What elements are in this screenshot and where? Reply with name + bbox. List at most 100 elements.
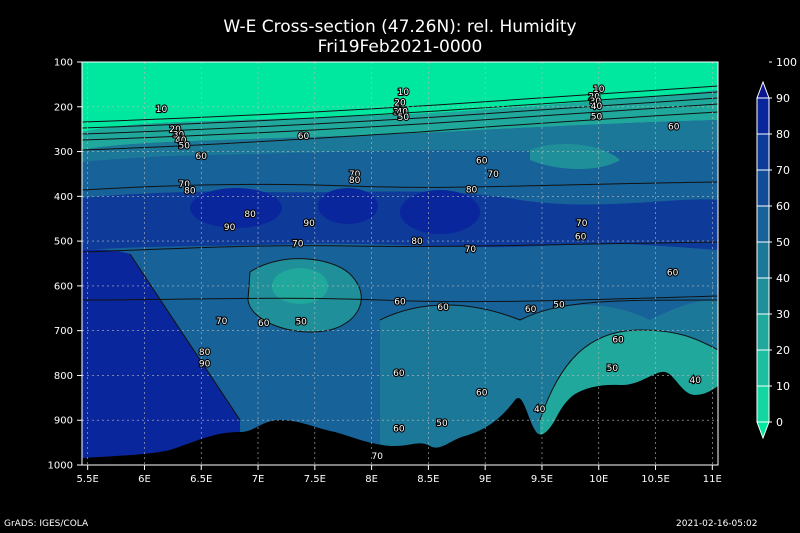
- x-axis: 5.5E 6E 6.5E 7E 7.5E 8E 8.5E 9E 9.5E 10E 10.5E 11E: [77, 465, 722, 485]
- colorbar-label: 100: [776, 56, 797, 69]
- contour-line: [82, 181, 718, 191]
- contour-label: 80: [244, 210, 256, 220]
- contour-line: [82, 91, 718, 129]
- contour-line: [82, 295, 718, 303]
- contour-label: 50: [553, 301, 565, 311]
- contour-label: 20: [394, 98, 406, 108]
- colorbar-label: 70: [776, 164, 790, 177]
- band-20-40: [82, 90, 718, 150]
- footer-left: GrADS: IGES/COLA: [4, 519, 89, 529]
- colorbar-label: 50: [776, 236, 790, 249]
- contour-line: [129, 253, 241, 421]
- contour-label: 80: [411, 237, 423, 247]
- footer-right: 2021-02-16-05:02: [676, 519, 758, 529]
- y-tick-label: 100: [54, 58, 73, 69]
- contour-label: 60: [298, 132, 310, 142]
- contour-label: 80: [199, 348, 211, 358]
- terrain: [82, 371, 718, 465]
- y-tick-label: 400: [54, 192, 73, 203]
- colorbar-label: 90: [776, 92, 790, 105]
- contour-label: 50: [295, 318, 307, 328]
- colorbar-segment: [756, 241, 770, 279]
- colorbar-segment: [756, 349, 770, 387]
- contour-line: [82, 241, 718, 253]
- contour-label: 60: [393, 369, 405, 379]
- contour-label: 70: [349, 170, 361, 180]
- contour-label: 60: [394, 298, 406, 308]
- contour-label: 50: [591, 113, 603, 123]
- contour-label: 60: [612, 336, 624, 346]
- contour-label: 40: [591, 102, 603, 112]
- region-40-50: [272, 268, 328, 304]
- contour-lines: [82, 85, 718, 421]
- contour-line: [82, 111, 718, 151]
- contour-labels: 1020304050607080609080709070801020304050…: [155, 84, 703, 463]
- chart-title: W-E Cross-section (47.26N): rel. Humidit…: [223, 17, 577, 37]
- x-tick-label: 11E: [703, 474, 722, 485]
- contour-label: 70: [292, 239, 304, 249]
- contour-line: [82, 85, 718, 123]
- region-upper-50: [530, 144, 620, 169]
- contour-label: 60: [196, 152, 208, 162]
- colorbar: 0 10 20 30 40 50 60 70 80 90 100: [756, 56, 797, 440]
- plot-frame: [81, 61, 719, 466]
- y-tick-label: 300: [54, 147, 73, 158]
- contour-label: 30: [393, 107, 405, 117]
- contour-line: [82, 103, 718, 141]
- contour-line: [379, 299, 718, 321]
- y-tick-label: 600: [54, 281, 73, 292]
- chart-subtitle: Fri19Feb2021-0000: [317, 37, 483, 57]
- colorbar-arrow-high: [756, 80, 770, 99]
- colorbar-segment: [756, 385, 770, 423]
- x-tick-label: 5.5E: [77, 474, 99, 485]
- contour-label: 10: [398, 88, 410, 98]
- contour-line: [247, 258, 362, 333]
- contour-label: 40: [397, 107, 409, 117]
- terrain-mask: [82, 371, 718, 465]
- contour-label: 50: [178, 142, 190, 152]
- contour-label: 60: [476, 388, 488, 398]
- contour-label: 80: [466, 186, 478, 196]
- contour-label: 60: [476, 157, 488, 167]
- contour-label: 70: [465, 245, 477, 255]
- x-tick-label: 6.5E: [190, 474, 212, 485]
- colorbar-segment: [756, 169, 770, 207]
- y-tick-label: 900: [54, 416, 73, 427]
- contour-label: 80: [184, 187, 196, 197]
- contour-label: 70: [487, 170, 499, 180]
- contour-label: 70: [576, 219, 588, 229]
- colorbar-label: 80: [776, 128, 790, 141]
- colorbar-segment: [756, 205, 770, 243]
- contour-label: 20: [169, 125, 181, 135]
- band-40-60: [82, 120, 718, 162]
- contour-line: [82, 97, 718, 135]
- contour-label: 60: [258, 319, 270, 329]
- colorbar-segment: [756, 133, 770, 171]
- colorbar-arrow-low: [756, 421, 770, 440]
- contour-label: 10: [593, 85, 605, 95]
- x-tick-label: 7.5E: [304, 474, 326, 485]
- contour-label: 80: [349, 176, 361, 186]
- colorbar-label: 20: [776, 344, 790, 357]
- core-90-b: [400, 190, 480, 234]
- contour-label: 60: [437, 303, 449, 313]
- y-tick-label: 700: [54, 326, 73, 337]
- contour-label: 50: [607, 364, 619, 374]
- x-tick-label: 8E: [365, 474, 378, 485]
- contour-label: 30: [590, 97, 602, 107]
- band-0-10: [82, 62, 718, 132]
- contour-label: 30: [173, 131, 185, 141]
- x-tick-label: 10.5E: [641, 474, 670, 485]
- contour-label: 60: [393, 424, 405, 434]
- contour-label: 40: [175, 136, 187, 146]
- x-tick-label: 9.5E: [531, 474, 553, 485]
- colorbar-label: 60: [776, 200, 790, 213]
- contour-label: 60: [668, 122, 680, 132]
- x-tick-label: 8.5E: [417, 474, 439, 485]
- contour-label: 40: [690, 376, 702, 386]
- x-tick-label: 7E: [252, 474, 265, 485]
- contour-label: 90: [303, 219, 315, 229]
- x-tick-label: 10E: [589, 474, 608, 485]
- colorbar-label: 10: [776, 380, 790, 393]
